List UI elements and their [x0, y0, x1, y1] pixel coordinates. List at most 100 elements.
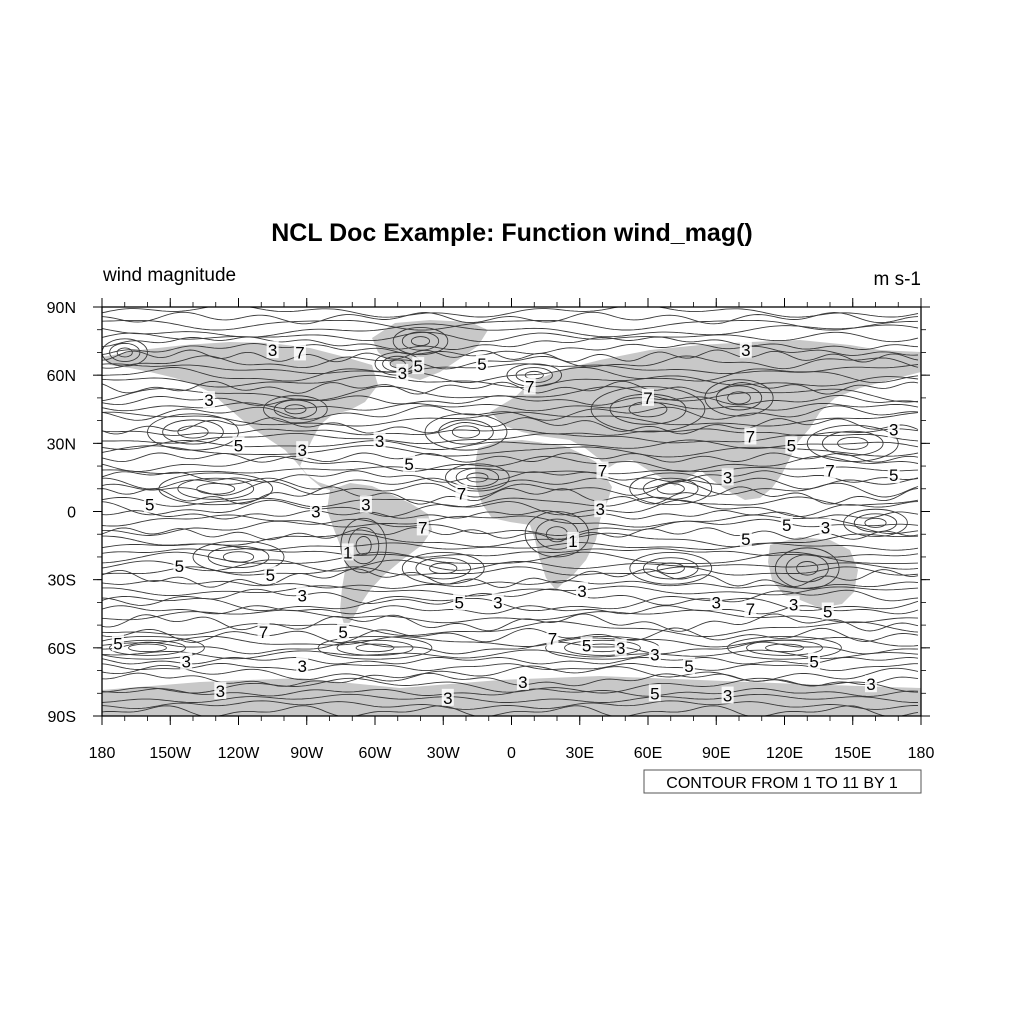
contour-label: 7: [259, 623, 268, 642]
contour-line: [102, 627, 919, 643]
contour-line: [102, 374, 919, 388]
contour-line: [102, 677, 919, 694]
left-subtitle: wind magnitude: [102, 265, 236, 286]
y-tick-label: 60S: [48, 641, 76, 658]
contour-loop: [128, 643, 167, 653]
contour-line: [102, 687, 919, 697]
x-tick-label: 0: [507, 745, 516, 762]
contour-label-bg: [491, 593, 504, 611]
contour-label: 3: [216, 682, 225, 701]
contour-line: [102, 693, 918, 703]
contour-loop: [806, 424, 899, 462]
contour-loop: [158, 472, 274, 506]
contour-label-bg: [808, 652, 821, 670]
contour-label: 3: [297, 657, 306, 676]
contour-label: 5: [809, 652, 818, 671]
contour-label: 5: [234, 437, 243, 456]
x-tick-label: 150E: [834, 745, 871, 762]
contour-label: 3: [616, 639, 625, 658]
y-tick-label: 60N: [47, 368, 76, 385]
contour-label-bg: [309, 502, 322, 520]
contour-label-bg: [296, 441, 309, 459]
contour-label-bg: [887, 466, 900, 484]
contour-line: [102, 641, 919, 655]
contour-line: [102, 336, 919, 350]
contour-label: 3: [821, 518, 830, 537]
contour-line: [102, 510, 919, 520]
contour-loop: [564, 639, 641, 656]
contour-label: 7: [746, 600, 755, 619]
contour-line: [102, 588, 919, 606]
y-tick-label: 30N: [47, 436, 76, 453]
contour-loop: [192, 540, 285, 574]
contour-label: 5: [823, 602, 832, 621]
contour-label-bg: [441, 688, 454, 706]
contour-line: [102, 394, 919, 406]
contour-loop: [340, 517, 387, 574]
contour-label: 3: [311, 503, 320, 522]
contour-loop: [147, 413, 239, 451]
y-tick-label: 0: [67, 505, 76, 522]
info-label-box: CONTOUR FROM 1 TO 11 BY 1: [643, 769, 922, 794]
contour-line: [102, 559, 919, 572]
contour-label: 7: [643, 389, 652, 408]
x-tick-label: 180: [89, 745, 116, 762]
contour-label-bg: [296, 657, 309, 675]
contour-loop: [401, 331, 440, 351]
contour-label-bg: [721, 468, 734, 486]
contour-loop: [438, 419, 494, 445]
contour-label: 5: [889, 466, 898, 485]
contour-line: [102, 664, 919, 682]
contour-line: [102, 470, 919, 483]
contour-lines: [102, 307, 919, 716]
contour-label-bg: [546, 629, 559, 647]
contour-label-bg: [293, 343, 306, 361]
contour-line: [102, 349, 919, 363]
contour-label-bg: [359, 495, 372, 513]
contour-loop: [746, 639, 823, 656]
contour-loop: [410, 336, 431, 347]
contour-label: 3: [361, 496, 370, 515]
contour-label-bg: [296, 586, 309, 604]
contour-label: 7: [598, 462, 607, 481]
contour-label: 5: [113, 634, 122, 653]
contour-label: 3: [297, 441, 306, 460]
contour-loop: [355, 643, 395, 653]
contour-line: [102, 568, 919, 588]
contour-label: 3: [398, 364, 407, 383]
contour-label-bg: [824, 461, 836, 479]
contour-loop: [424, 413, 508, 451]
contour-line: [102, 542, 919, 551]
contour-loop: [727, 636, 842, 660]
contour-line: [102, 402, 919, 412]
contour-loop: [177, 425, 209, 439]
contour-label-bg: [580, 636, 593, 654]
contour-loop: [263, 395, 328, 424]
contour-loop: [629, 472, 713, 506]
x-tick-label: 150W: [149, 745, 192, 762]
contour-loop: [415, 557, 472, 580]
contour-line: [102, 672, 919, 687]
x-tick-label: 30W: [427, 745, 461, 762]
contour-label: 3: [889, 421, 898, 440]
contour-line: [102, 662, 918, 672]
contour-label: 5: [787, 437, 796, 456]
contour-line: [102, 585, 919, 597]
contour-line: [102, 481, 919, 498]
contour-label-bg: [257, 622, 270, 640]
contour-label: 7: [525, 378, 534, 397]
y-tick-label: 90S: [48, 709, 76, 726]
contour-label: 3: [268, 341, 277, 360]
contour-label-bg: [214, 682, 227, 700]
contour-label: 3: [297, 587, 306, 606]
contour-loop: [643, 477, 699, 500]
contour-loop: [765, 643, 804, 653]
contour-loop: [466, 472, 489, 483]
contour-line: [102, 621, 919, 637]
x-tick-label: 60W: [359, 745, 393, 762]
contour-label: 3: [181, 652, 190, 671]
contour-line: [102, 477, 919, 490]
contour-loop: [177, 477, 255, 500]
